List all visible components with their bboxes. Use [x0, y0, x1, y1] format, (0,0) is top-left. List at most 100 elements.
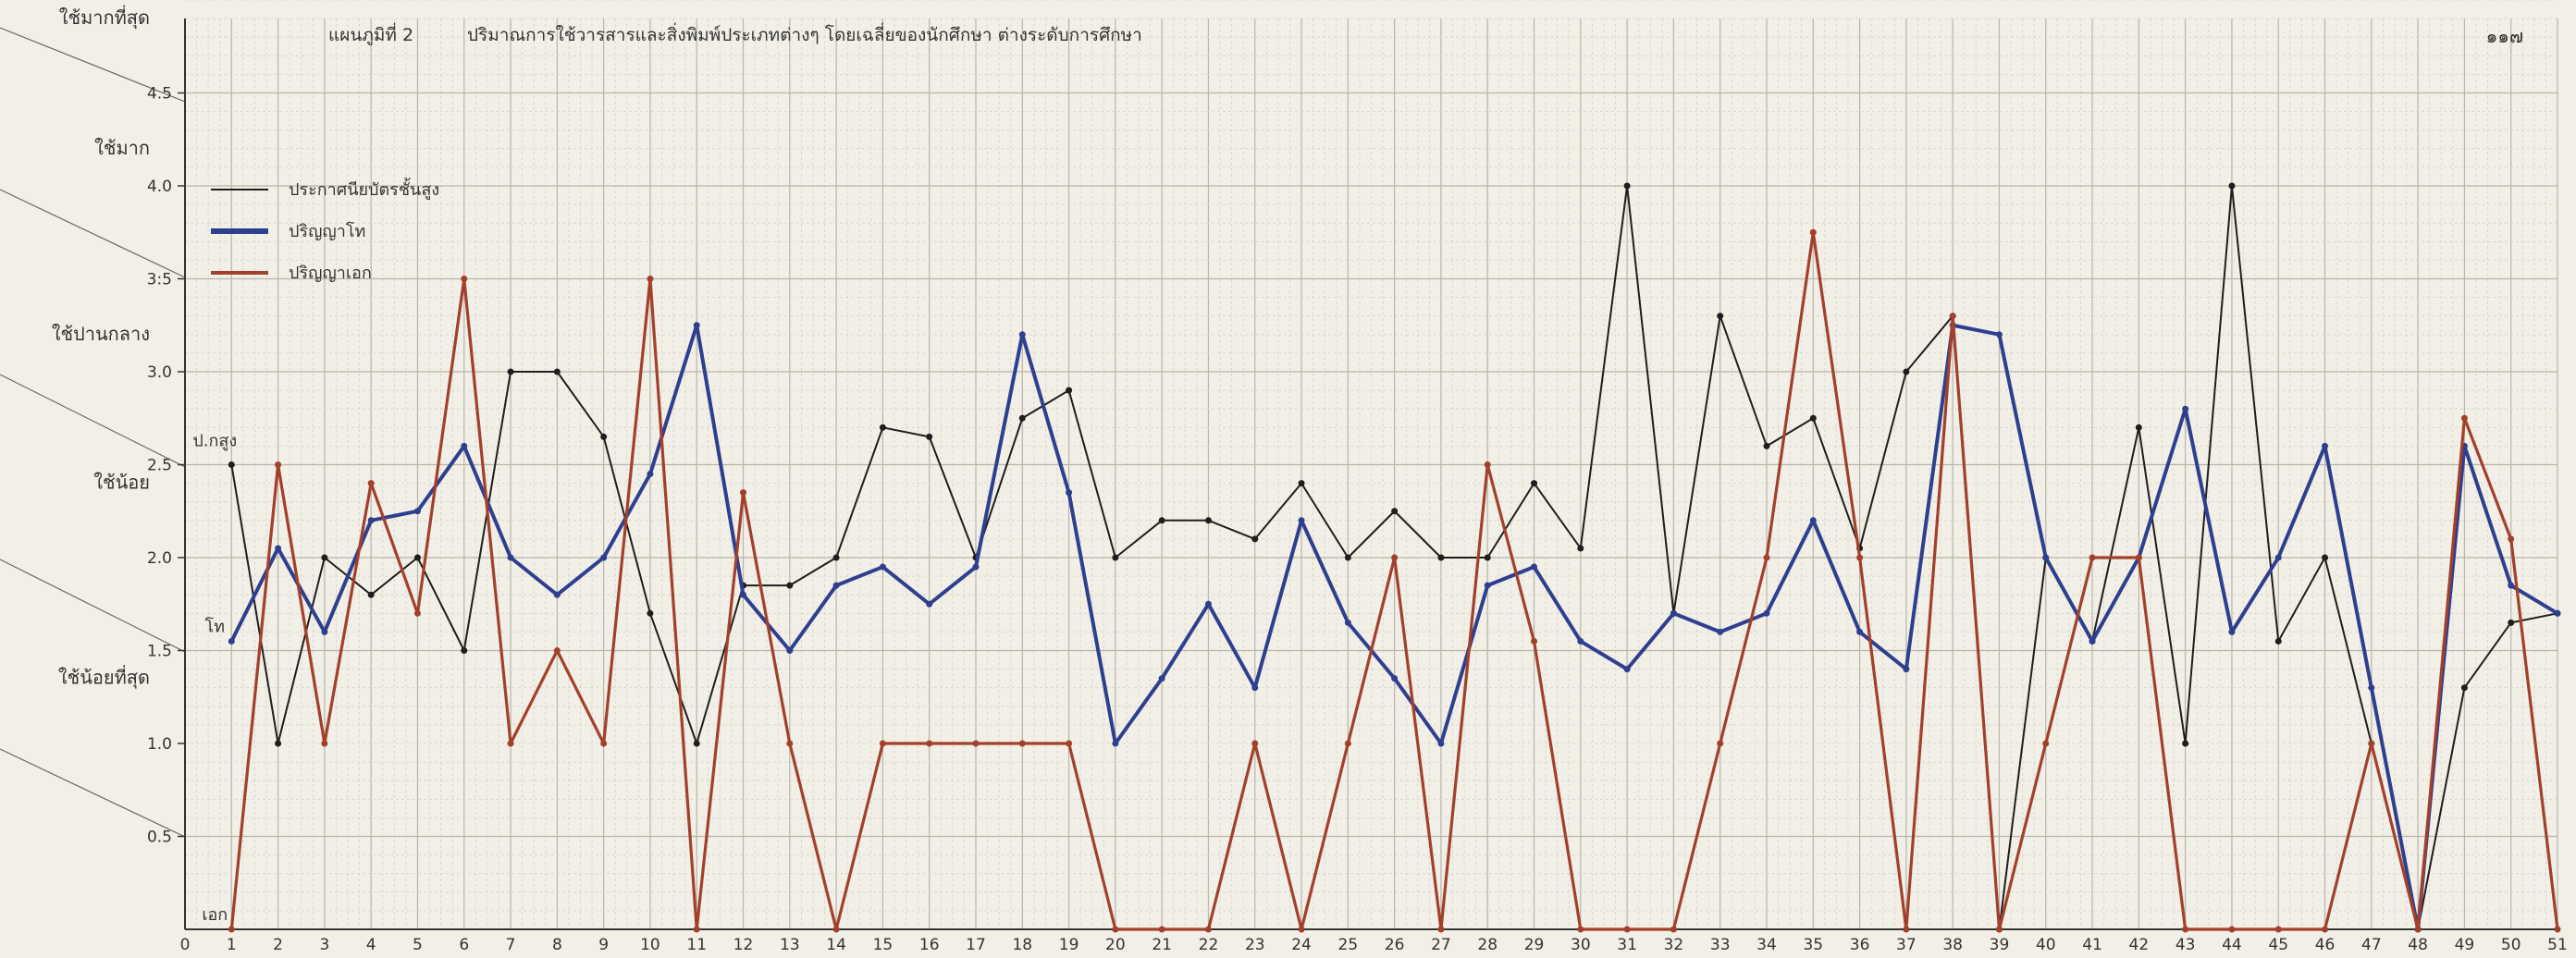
data-point [1809, 414, 1817, 422]
data-point [647, 471, 654, 478]
data-point [553, 647, 561, 654]
data-point [1531, 637, 1538, 645]
x-tick-label: 19 [1059, 936, 1079, 954]
data-point [1995, 926, 2003, 933]
series-group: โท [205, 322, 2561, 933]
data-point [2368, 740, 2375, 747]
data-point [1204, 926, 1212, 933]
data-point [275, 740, 282, 747]
data-point [926, 740, 933, 747]
data-point [2554, 926, 2561, 933]
data-point [1717, 628, 1724, 635]
data-point [832, 582, 840, 589]
x-tick-label: 18 [1012, 936, 1032, 954]
data-point [1903, 368, 1910, 375]
data-point [1856, 628, 1864, 635]
data-point [740, 591, 747, 598]
data-point [275, 545, 282, 552]
data-point [2089, 637, 2096, 645]
data-point [693, 322, 700, 329]
data-point [1018, 740, 1026, 747]
x-tick-label: 33 [1710, 936, 1731, 954]
data-point [1158, 517, 1165, 524]
data-point [879, 740, 886, 747]
series-start-label: ป.กสูง [192, 432, 237, 451]
data-point [972, 563, 980, 571]
data-point [1251, 740, 1259, 747]
x-tick-label: 24 [1291, 936, 1312, 954]
x-tick-label: 30 [1571, 936, 1591, 954]
y-tick-label: 3:5 [147, 271, 172, 289]
x-tick-label: 35 [1803, 936, 1823, 954]
data-point [1531, 480, 1538, 487]
page-number: ๑๑๗ [2486, 25, 2523, 47]
x-tick-label: 48 [2408, 936, 2428, 954]
legend-label: ปริญญาเอก [289, 264, 372, 283]
x-tick-label: 25 [1338, 936, 1359, 954]
data-point [1251, 535, 1259, 543]
data-point [786, 647, 794, 654]
data-point [1577, 545, 1584, 552]
axes: 0.5 1.0 1.5 2.0 2.5 3.0 3:5 4.0 4.5 ใช้มากที่สุดใ… [0, 5, 2568, 954]
y-category-label: ใช้น้อยที่สุด [58, 665, 150, 690]
data-point [1018, 414, 1026, 422]
x-tick-label: 7 [506, 936, 516, 954]
data-point [367, 591, 375, 598]
series-group: เอก [202, 228, 2561, 933]
x-tick-label: 9 [598, 936, 609, 954]
data-point [2508, 619, 2515, 626]
data-point [600, 554, 608, 561]
x-tick-label: 36 [1850, 936, 1870, 954]
data-point [1112, 554, 1119, 561]
data-point [1066, 740, 1073, 747]
data-point [1903, 926, 1910, 933]
data-point [1670, 926, 1677, 933]
x-tick-label: 4 [366, 936, 376, 954]
data-point [413, 609, 421, 617]
data-point [1112, 740, 1119, 747]
y-category-label: ใช้มาก [94, 137, 150, 159]
y-category-label: ใช้มากที่สุด [59, 5, 150, 30]
x-tick-label: 43 [2175, 936, 2196, 954]
margin-diagonal-line [0, 748, 186, 838]
data-point [1484, 461, 1491, 468]
data-point [1809, 228, 1817, 236]
x-tick-label: 22 [1199, 936, 1219, 954]
data-point [1204, 600, 1212, 608]
data-point [1066, 489, 1073, 497]
x-tick-label: 28 [1477, 936, 1498, 954]
data-point [1391, 675, 1399, 682]
data-point [1158, 675, 1165, 682]
x-tick-label: 39 [1990, 936, 2010, 954]
x-tick-label: 11 [686, 936, 707, 954]
data-point [507, 740, 514, 747]
data-point [832, 926, 840, 933]
x-tick-label: 12 [733, 936, 754, 954]
series-start-label: โท [205, 616, 226, 636]
data-point [2414, 926, 2422, 933]
data-point [1995, 331, 2003, 338]
data-point [1717, 740, 1724, 747]
data-point [2322, 442, 2329, 449]
chart-title: แผนภูมิที่ 2 [328, 22, 413, 45]
data-point [1623, 666, 1631, 673]
data-point [413, 554, 421, 561]
data-point [879, 563, 886, 571]
x-tick-label: 40 [2036, 936, 2056, 954]
data-point [2368, 684, 2375, 692]
data-point [1623, 182, 1631, 190]
y-tick-label: 4.0 [147, 178, 172, 196]
data-point [553, 368, 561, 375]
x-tick-label: 5 [413, 936, 423, 954]
data-point [2508, 582, 2515, 589]
x-tick-label: 13 [780, 936, 800, 954]
data-point [1204, 517, 1212, 524]
data-point [2554, 609, 2561, 617]
y-tick-label: 2.0 [147, 549, 172, 568]
x-tick-label: 29 [1524, 936, 1545, 954]
x-tick-label: 34 [1756, 936, 1777, 954]
data-point [600, 740, 608, 747]
